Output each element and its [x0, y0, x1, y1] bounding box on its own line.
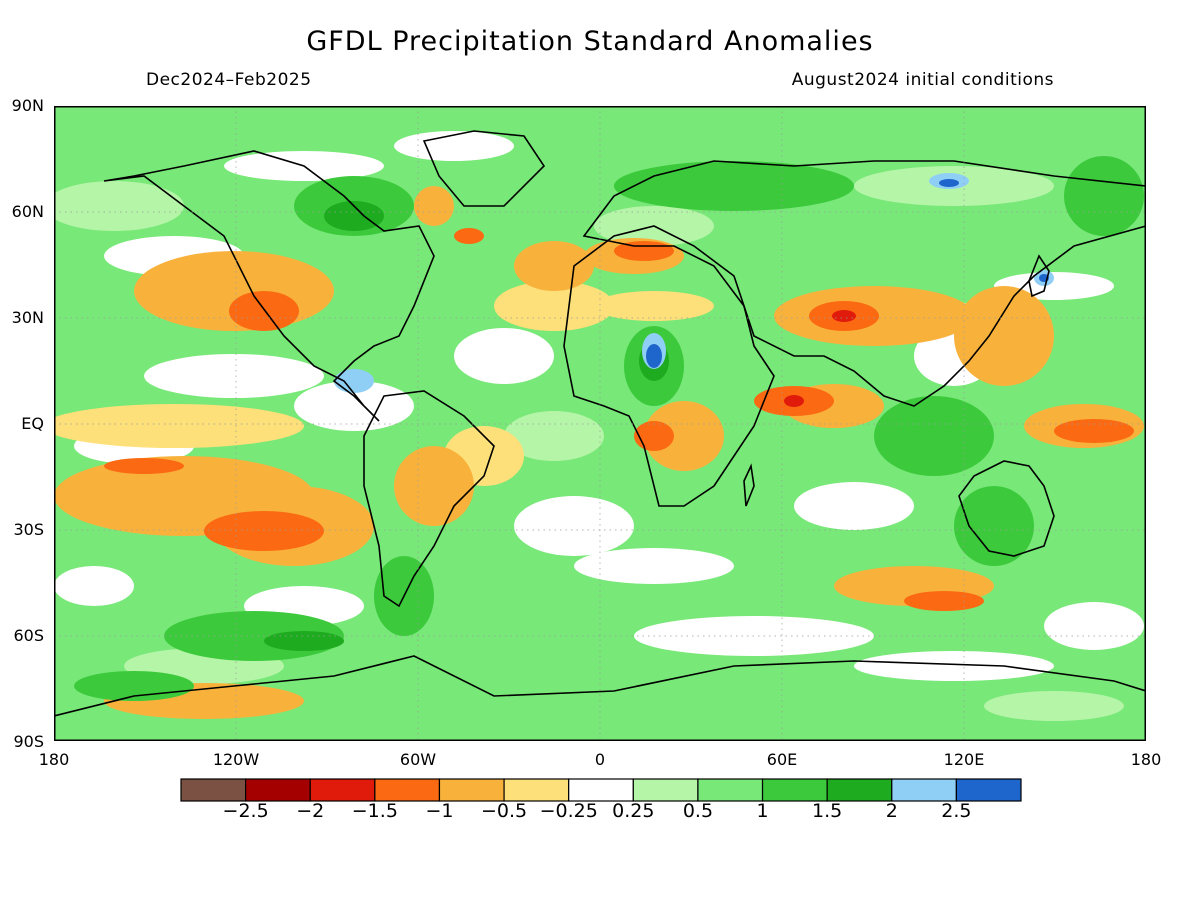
lon-tick-120w: 120W	[212, 750, 260, 769]
lon-tick-180e: 180	[1130, 750, 1162, 769]
dry-patches-strong	[104, 228, 1134, 611]
extreme-wet-patches	[646, 179, 1049, 368]
colorbar-swatch	[374, 778, 441, 802]
graticule	[54, 106, 1146, 741]
colorbar-swatch	[438, 778, 505, 802]
lat-tick-90n: 90N	[11, 96, 44, 115]
lat-tick-30n: 30N	[11, 308, 44, 327]
colorbar	[180, 778, 1022, 802]
init-label: August2024 initial conditions	[791, 70, 1054, 90]
lat-tick-60n: 60N	[11, 202, 44, 221]
lon-tick-60w: 60W	[399, 750, 437, 769]
colorbar-swatch	[180, 778, 247, 802]
lon-tick-180w: 180	[38, 750, 70, 769]
colorbar-swatch	[568, 778, 634, 802]
colorbar-swatch	[955, 778, 1022, 802]
map-frame	[54, 106, 1146, 741]
colorbar-swatch	[632, 778, 699, 802]
colorbar-swatch	[245, 778, 311, 802]
colorbar-label: −1.5	[351, 800, 398, 822]
map-title: GFDL Precipitation Standard Anomalies	[306, 26, 874, 57]
colorbar-label: 2	[885, 800, 898, 822]
colorbar-swatch	[891, 778, 957, 802]
season-label: Dec2024–Feb2025	[146, 70, 312, 90]
colorbar-label: 1	[756, 800, 769, 822]
lon-tick-60e: 60E	[766, 750, 798, 769]
anomaly-map	[54, 106, 1146, 741]
colorbar-swatch	[826, 778, 893, 802]
neutral-patches	[54, 131, 1144, 681]
lat-tick-90s: 90S	[13, 732, 44, 751]
colorbar-swatch	[503, 778, 570, 802]
colorbar-label: 0.5	[682, 800, 714, 822]
lat-tick-eq: EQ	[21, 414, 44, 433]
colorbar-label: 2.5	[941, 800, 972, 822]
colorbar-label: −2.5	[222, 800, 269, 822]
colorbar-label: −2	[296, 800, 325, 822]
colorbar-swatch	[761, 778, 828, 802]
dry-patches	[54, 186, 1144, 719]
lon-tick-0: 0	[594, 750, 606, 769]
colorbar-swatch	[309, 778, 376, 802]
lon-tick-120e: 120E	[943, 750, 985, 769]
colorbar-label: −0.25	[539, 800, 598, 822]
coastlines	[54, 130, 1146, 717]
dry-patches-severe	[784, 310, 856, 407]
lat-tick-30s: 30S	[13, 520, 44, 539]
colorbar-label: 1.5	[812, 800, 843, 822]
colorbar-swatch	[697, 778, 764, 802]
colorbar-label: −0.5	[480, 800, 528, 822]
colorbar-label: 0.25	[612, 800, 655, 822]
lat-tick-60s: 60S	[13, 626, 44, 645]
colorbar-label: −1	[425, 800, 454, 822]
